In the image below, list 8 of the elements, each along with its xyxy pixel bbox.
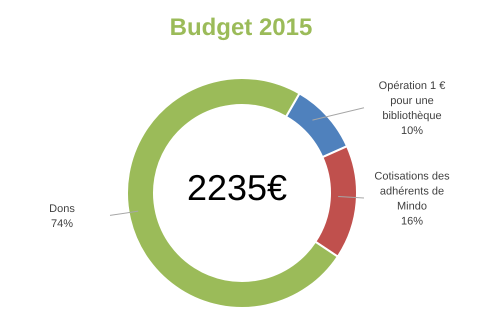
- text: 2235€: [186, 167, 288, 208]
- data-label: 10%: [400, 125, 424, 138]
- data-label: 16%: [400, 216, 424, 228]
- slice-label: Opération 1 € pour une bibliothèque: [378, 80, 446, 122]
- data-label: 74%: [50, 218, 74, 230]
- slice-label: Cotisations des adhérents de Mindo: [374, 170, 450, 213]
- slice-label: Dons: [49, 202, 76, 215]
- chart-title: Budget 2015: [168, 13, 314, 43]
